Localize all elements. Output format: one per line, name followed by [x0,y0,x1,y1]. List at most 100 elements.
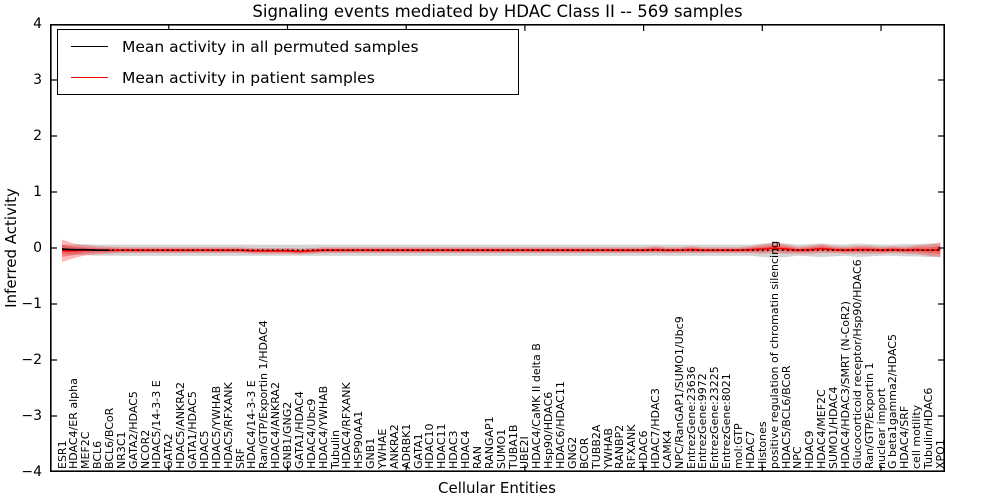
legend-item-permuted: Mean activity in all permuted samples [58,31,518,62]
x-category-label: HDAC4/HDAC3/SMRT (N-CoR2) [838,301,852,469]
x-category-label: UBE2I [518,436,532,469]
x-category-label: GATA1/HDAC5 [186,391,200,469]
y-tick-label: −1 [21,296,42,312]
x-category-label: HDAC7 [743,430,757,469]
x-category-label: HDAC5 [197,430,211,469]
x-category-label: RAN [470,446,484,469]
x-category-label: HDAC4/ER alpha [67,378,81,469]
x-category-label: GATA1/HDAC4 [292,391,306,469]
x-category-label: YWHAB [601,428,615,469]
x-category-label: HDAC5/BCL6/BCoR [779,365,793,469]
x-category-label: RFXANK [625,424,639,469]
x-category-label: EntrezGene:23636 [684,366,698,469]
legend-label-patient: Mean activity in patient samples [122,68,375,87]
x-category-label: GNB1/GNG2 [281,401,295,469]
y-tick-label: 0 [33,240,42,256]
x-category-label: HDAC11 [435,423,449,469]
x-category-label: NPC/RanGAP1/SUMO1/Ubc9 [672,316,686,469]
x-category-label: HDAC5/14-3-3 E [150,380,164,469]
x-category-label: HDAC5/RFXANK [221,382,235,469]
x-category-label: HDAC10 [423,423,437,469]
x-category-label: Ran/GTP/Exportin 1 [862,362,876,469]
permuted-mean-line-solid-start [61,248,110,252]
legend-label-permuted: Mean activity in all permuted samples [122,37,419,56]
x-category-label: nuclear import [874,388,888,469]
x-category-label: Tubulin/HDAC6 [922,387,936,469]
x-category-label: CAMK4 [660,430,674,469]
x-category-label: HDAC4/MEF2C [815,389,829,469]
x-category-label: XPO1 [933,439,947,469]
patient-line-swatch [71,77,108,78]
x-category-label: HDAC4/YWHAB [316,385,330,469]
y-tick-label: −4 [21,464,42,480]
x-category-label: G beta1gamma2/HDAC5 [886,334,900,469]
plot-spines [50,24,945,472]
plot-area: ESR1 HDAC4/ER alpha MEF2C BCL6 BCL6/BCoR NR3C… [50,24,947,472]
x-category-label: cell motility [910,404,924,469]
x-category-label: HDAC5/YWHAB [209,385,223,469]
x-category-label: TUBB2A [589,424,603,469]
x-category-label: Glucocorticoid receptor/Hsp90/HDAC6 [850,259,864,469]
x-category-label: TUBA1B [506,424,520,469]
y-tick-label: 1 [33,184,42,200]
x-category-label: positive regulation of chromatin silenci… [767,240,781,469]
y-tick-label: 3 [33,72,42,88]
x-category-label: HDAC3 [447,430,461,469]
x-category-label: GNB1 [364,437,378,469]
x-category-label: HDAC7/HDAC3 [649,388,662,469]
x-category-label: HDAC4/Ubc9 [304,398,318,469]
x-category-label: BCOR [577,437,591,469]
x-category-label: EntrezGene:8021 [720,373,734,469]
x-category-label: GATA2 [162,433,176,469]
x-category-label: HDAC6 [637,430,651,469]
x-category-label: BCL6 [91,440,105,469]
x-category-label: MEF2C [79,431,93,469]
permuted-line-swatch [71,46,108,47]
x-category-label: HDAC4/RFXANK [340,382,354,469]
x-category-label: RANGAP1 [482,416,496,469]
chart-title: Signaling events mediated by HDAC Class … [252,2,743,21]
x-category-label: HDAC4/SRF [898,405,912,469]
x-category-label: SUMO1 [494,428,508,469]
x-axis-label: Cellular Entities [438,479,556,497]
x-category-label: ANKRA2 [387,424,401,469]
x-category-label: HDAC4/14-3-3 E [245,380,259,469]
x-category-label: HSP90AA1 [352,410,366,469]
x-category-label: mol:GTP [732,423,746,469]
x-category-label: ESR1 [55,440,69,469]
x-category-label: GNG2 [565,436,579,469]
x-category-label: GATA1 [411,433,425,469]
x-category-label: SRF [233,448,247,469]
x-category-label: EntrezGene:23225 [708,366,722,469]
x-category-label: RANBP2 [613,424,627,469]
x-category-label: GATA2/HDAC5 [126,391,140,469]
permuted-mean-line-dotted [61,248,941,252]
legend-item-patient: Mean activity in patient samples [58,62,518,93]
x-category-label: Hsp90/HDAC6 [542,391,556,469]
x-category-label: ADRBK1 [399,423,413,469]
y-tick-label: −2 [21,352,42,368]
x-category-label: NCOR2 [138,429,152,469]
y-tick-label: 4 [33,16,42,32]
legend: Mean activity in all permuted samples Me… [57,29,519,95]
x-category-label: NR3C1 [114,431,128,469]
x-category-label: YWHAE [375,428,389,469]
axis-ticks [51,24,944,472]
x-category-label: HDAC6/HDAC11 [554,381,568,469]
x-category-label: NPC [791,446,805,469]
x-category-label: HDAC4 [459,430,473,469]
chart-canvas [50,24,945,472]
x-category-label: SUMO1/HDAC4 [827,386,841,469]
x-category-label: HDAC5/ANKRA2 [174,382,188,469]
x-category-label: EntrezGene:9972 [696,373,710,469]
x-category-label: BCL6/BCoR [102,407,116,469]
y-tick-label: −3 [21,408,42,424]
x-category-label: HDAC4/ANKRA2 [269,382,283,469]
x-category-label: Ran/GTP/Exportin 1/HDAC4 [257,320,271,469]
x-category-label: HDAC9 [803,430,817,469]
x-category-label: HDAC4/CaMK II delta B [530,343,544,469]
y-tick-label: 2 [33,128,42,144]
x-category-label: Histones [755,421,769,469]
x-category-label: Tubulin [328,429,342,469]
